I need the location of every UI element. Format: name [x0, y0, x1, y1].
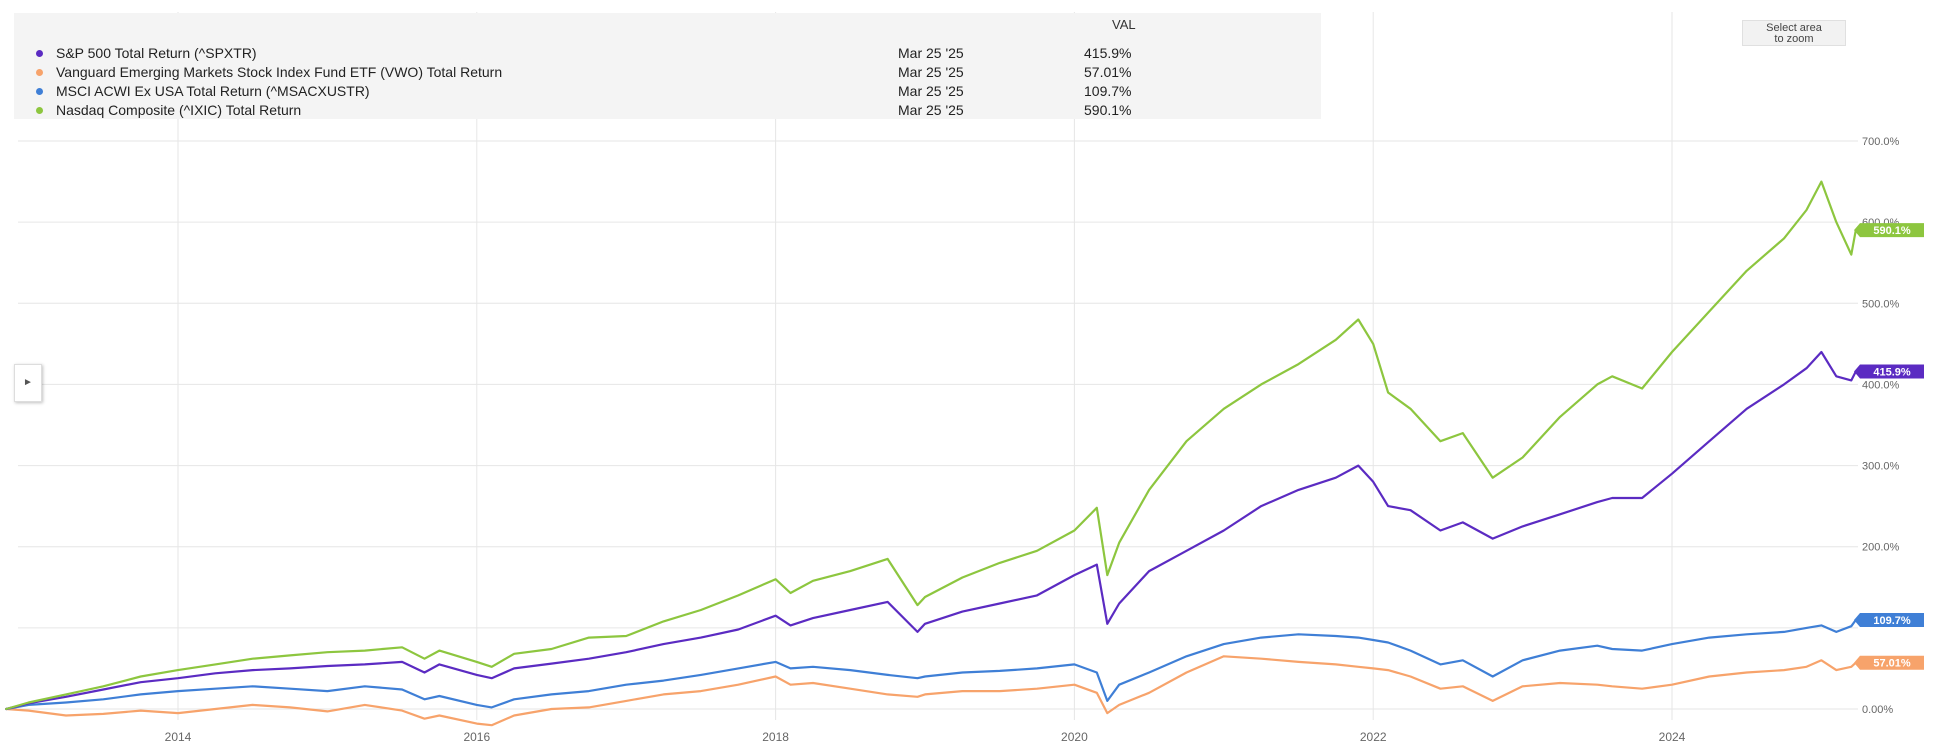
legend-date: Mar 25 '25	[898, 64, 964, 80]
legend-value: 109.7%	[1084, 83, 1132, 99]
y-tick-label: 700.0%	[1862, 136, 1900, 148]
legend-panel: VAL S&P 500 Total Return (^SPXTR) Mar 25 …	[14, 13, 1321, 119]
y-tick-label: 0.00%	[1862, 704, 1893, 716]
series-end-value: 57.01%	[1873, 658, 1911, 670]
grid-layer	[18, 12, 1858, 720]
legend-row[interactable]: MSCI ACWI Ex USA Total Return (^MSACXUST…	[14, 82, 1321, 100]
axis-layer: 0.00%200.0%300.0%400.0%500.0%600.0%700.0…	[165, 136, 1900, 744]
legend-series-name: Nasdaq Composite (^IXIC) Total Return	[56, 102, 302, 118]
legend-value-header: VAL	[1112, 17, 1136, 32]
end-label-layer: 57.01% 109.7% 415.9% 590.1%	[1854, 223, 1924, 670]
expand-panel-button[interactable]: ►	[14, 364, 42, 402]
legend-dot-icon	[36, 107, 43, 114]
series-end-label: 57.01%	[1854, 655, 1924, 670]
legend-date: Mar 25 '25	[898, 45, 964, 61]
series-end-label: 590.1%	[1854, 223, 1924, 238]
legend-value: 415.9%	[1084, 45, 1132, 61]
series-line[interactable]	[5, 618, 1857, 711]
x-tick-label: 2022	[1360, 730, 1387, 744]
legend-series-name: MSCI ACWI Ex USA Total Return (^MSACXUST…	[56, 83, 370, 99]
legend-dot-icon	[36, 88, 43, 95]
legend-date: Mar 25 '25	[898, 102, 964, 118]
series-line[interactable]	[5, 180, 1857, 711]
series-end-value: 109.7%	[1873, 615, 1911, 627]
legend-dot-icon	[36, 50, 43, 57]
y-tick-label: 500.0%	[1862, 298, 1900, 310]
legend-series-name: Vanguard Emerging Markets Stock Index Fu…	[56, 64, 503, 80]
series-line[interactable]	[5, 350, 1857, 711]
triangle-right-icon: ►	[23, 377, 33, 388]
series-end-value: 590.1%	[1873, 225, 1911, 237]
legend-row[interactable]: Nasdaq Composite (^IXIC) Total Return Mar…	[14, 101, 1321, 119]
zoom-label-line2: to zoom	[1774, 33, 1814, 45]
legend-row[interactable]: Vanguard Emerging Markets Stock Index Fu…	[14, 63, 1321, 81]
series-end-label: 415.9%	[1854, 364, 1924, 379]
x-tick-label: 2016	[463, 730, 490, 744]
legend-value: 590.1%	[1084, 102, 1132, 118]
legend-value: 57.01%	[1084, 64, 1132, 80]
series-layer	[5, 180, 1857, 727]
legend-dot-icon	[36, 69, 43, 76]
x-tick-label: 2014	[165, 730, 192, 744]
y-tick-label: 200.0%	[1862, 542, 1900, 554]
legend-series-name: S&P 500 Total Return (^SPXTR)	[56, 45, 257, 61]
series-end-value: 415.9%	[1873, 367, 1911, 379]
series-end-label: 109.7%	[1854, 612, 1924, 627]
y-tick-label: 300.0%	[1862, 461, 1900, 473]
legend-date: Mar 25 '25	[898, 83, 964, 99]
x-tick-label: 2024	[1659, 730, 1686, 744]
zoom-label-line1: Select area	[1766, 22, 1822, 34]
series-line[interactable]	[5, 655, 1857, 727]
legend-row[interactable]: S&P 500 Total Return (^SPXTR) Mar 25 '25 4…	[14, 44, 1321, 62]
x-tick-label: 2018	[762, 730, 789, 744]
x-tick-label: 2020	[1061, 730, 1088, 744]
select-area-zoom-button[interactable]: Select area to zoom	[1742, 20, 1846, 46]
y-tick-label: 400.0%	[1862, 379, 1900, 391]
